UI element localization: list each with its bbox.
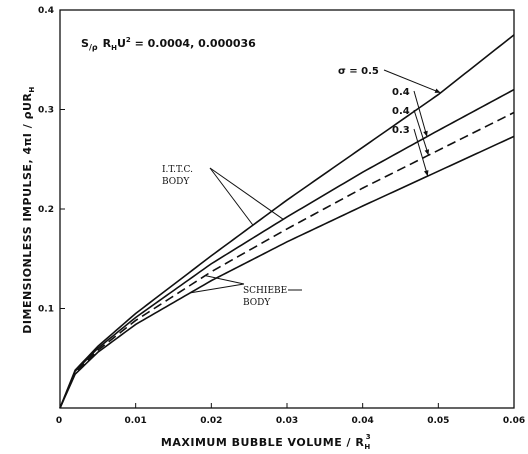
y-tick-label: 0.1 xyxy=(38,305,54,315)
parameter-text: S/ρ RHU2 = 0.0004, 0.000036 xyxy=(81,36,256,52)
series-line-0 xyxy=(59,34,515,409)
x-tick-label: 0.02 xyxy=(200,416,222,426)
sigma-arrowhead xyxy=(434,88,441,93)
sigma-arrowhead xyxy=(423,170,429,177)
ittc-label-line1: I.T.T.C. xyxy=(162,165,193,175)
schiebe-label-line2: BODY xyxy=(243,298,271,308)
ittc-leader xyxy=(209,167,254,226)
x-tick-label: 0 xyxy=(56,416,62,426)
x-tick-label: 0.05 xyxy=(427,416,449,426)
x-axis-label-sup: 3 xyxy=(366,433,371,441)
x-tick-label: 0.03 xyxy=(276,416,298,426)
axis-ticks: 0 0.01 0.02 0.03 0.04 0.05 0.06 0.1 0.2 0.3 0.4 xyxy=(38,6,525,426)
x-axis-label-sub: H xyxy=(364,443,370,451)
schiebe-leader xyxy=(190,283,245,294)
sigma-arrowhead xyxy=(423,130,428,137)
svg-text:DIMENSIONLESS IMPULSE, 4πI /: DIMENSIONLESS IMPULSE, 4πI / ρURH xyxy=(21,86,36,333)
x-tick-label: 0.04 xyxy=(352,416,374,426)
sigma-leader xyxy=(413,90,428,137)
y-tick-label: 0.2 xyxy=(38,205,54,215)
series-line-3 xyxy=(59,135,515,409)
y-axis-label-sub: H xyxy=(28,86,36,92)
plot-frame xyxy=(59,9,515,409)
series-lines xyxy=(59,34,515,409)
y-tick-label: 0.3 xyxy=(38,106,54,116)
sigma-arrowhead xyxy=(424,149,430,156)
ittc-label-line2: BODY xyxy=(162,177,190,187)
series-line-1 xyxy=(59,88,515,409)
y-axis-label-main: DIMENSIONLESS IMPULSE, 4πI / ρUR xyxy=(21,93,34,334)
y-tick-label: 0.4 xyxy=(38,6,54,16)
annotations: σ = 0.5 0.4 0.4 0.3 I.T.T.C. BODY SCHIEBE BODY xyxy=(162,66,441,308)
y-axis-label: DIMENSIONLESS IMPULSE, 4πI / ρURH xyxy=(21,86,36,333)
series-line-2 xyxy=(59,111,515,409)
sigma-label: 0.3 xyxy=(392,125,410,136)
sigma-label: 0.4 xyxy=(392,87,410,98)
sigma-leader xyxy=(383,69,441,94)
sigma-leader xyxy=(413,128,429,177)
x-tick-label: 0.01 xyxy=(125,416,147,426)
sigma-label: σ = 0.5 xyxy=(338,66,379,77)
x-tick-label: 0.06 xyxy=(503,416,525,426)
schiebe-label-line1: SCHIEBE xyxy=(243,286,287,296)
schiebe-leader xyxy=(205,275,245,285)
svg-text:MAXIMUM BUBBLE VOLUME / RH3: MAXIMUM BUBBLE VOLUME / RH 3 xyxy=(161,433,371,451)
x-axis-label-main: MAXIMUM BUBBLE VOLUME / R xyxy=(161,436,364,449)
x-axis-label: MAXIMUM BUBBLE VOLUME / RH 3 xyxy=(161,433,371,451)
sigma-leader xyxy=(413,109,429,156)
sigma-label: 0.4 xyxy=(392,106,410,117)
ittc-leader xyxy=(209,167,284,220)
